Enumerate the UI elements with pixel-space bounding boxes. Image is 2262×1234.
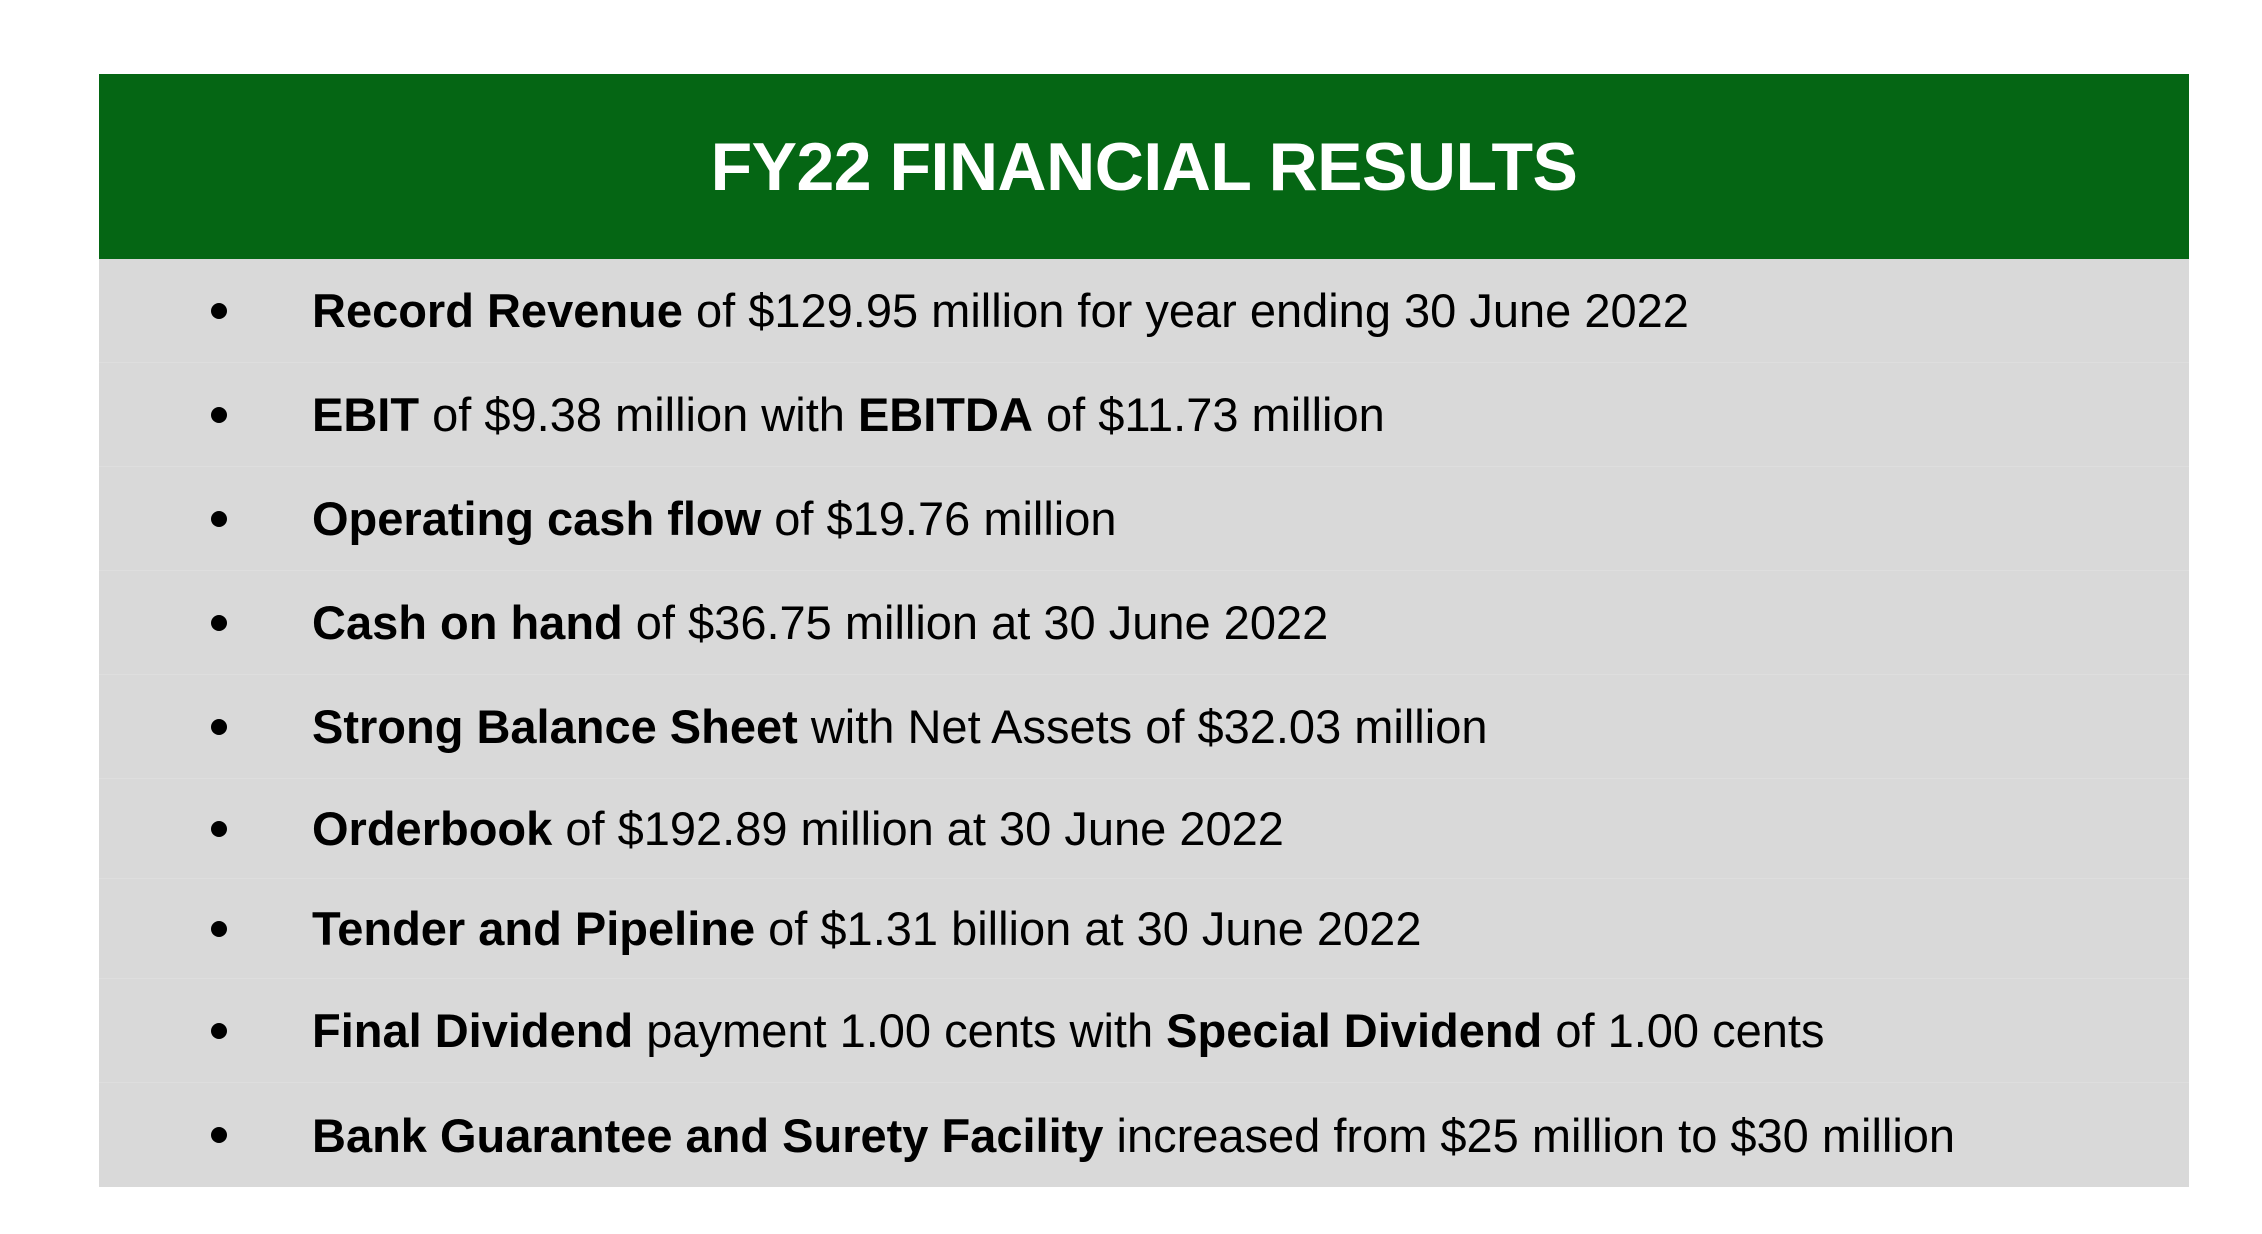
list-item-text: EBIT of $9.38 million with EBITDA of $11…: [312, 388, 1385, 441]
bullet-icon: [211, 614, 227, 631]
list-item-text: Operating cash flow of $19.76 million: [312, 492, 1117, 545]
list-item: Final Dividend payment 1.00 cents with S…: [99, 979, 2189, 1083]
list-item: Strong Balance Sheet with Net Assets of …: [99, 675, 2189, 779]
results-list: Record Revenue of $129.95 million for ye…: [99, 259, 2189, 1187]
list-item: Bank Guarantee and Surety Facility incre…: [99, 1083, 2189, 1187]
list-item: Record Revenue of $129.95 million for ye…: [99, 259, 2189, 363]
bullet-icon: [211, 510, 227, 527]
title-banner: FY22 FINANCIAL RESULTS: [99, 74, 2189, 259]
list-item-text: Record Revenue of $129.95 million for ye…: [312, 284, 1689, 337]
list-item-text: Bank Guarantee and Surety Facility incre…: [312, 1108, 1956, 1162]
list-item: EBIT of $9.38 million with EBITDA of $11…: [99, 363, 2189, 467]
page-title: FY22 FINANCIAL RESULTS: [710, 128, 1578, 205]
bullet-icon: [211, 302, 227, 319]
list-item-text: Strong Balance Sheet with Net Assets of …: [312, 700, 1488, 753]
list-item: Operating cash flow of $19.76 million: [99, 467, 2189, 571]
financial-results-panel: FY22 FINANCIAL RESULTS Record Revenue of…: [99, 74, 2189, 1187]
bullet-icon: [211, 1022, 227, 1039]
list-item-text: Final Dividend payment 1.00 cents with S…: [312, 1004, 1825, 1057]
bullet-icon: [211, 718, 227, 735]
bullet-icon: [211, 920, 227, 937]
bullet-icon: [211, 406, 227, 423]
bullet-icon: [211, 820, 227, 837]
list-item: Orderbook of $192.89 million at 30 June …: [99, 779, 2189, 879]
list-item-text: Tender and Pipeline of $1.31 billion at …: [312, 902, 1422, 955]
list-item: Tender and Pipeline of $1.31 billion at …: [99, 879, 2189, 979]
list-item-text: Cash on hand of $36.75 million at 30 Jun…: [312, 596, 1329, 649]
bullet-icon: [211, 1127, 227, 1143]
list-item: Cash on hand of $36.75 million at 30 Jun…: [99, 571, 2189, 675]
list-item-text: Orderbook of $192.89 million at 30 June …: [312, 802, 1284, 855]
